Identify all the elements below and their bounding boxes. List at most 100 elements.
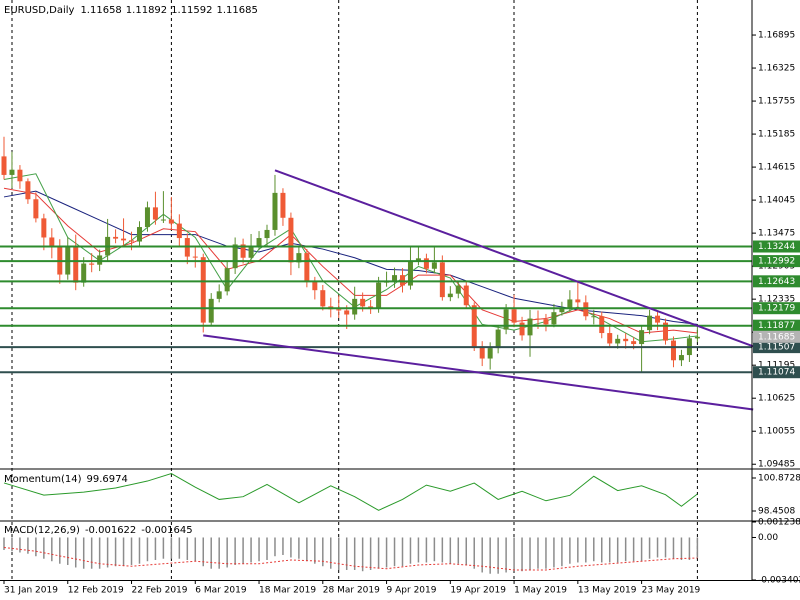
x-tick-label: 19 Apr 2019 xyxy=(450,586,506,596)
y-tick-label: 1.10625 xyxy=(758,394,795,404)
momentum-title: Momentum(14) xyxy=(4,474,82,485)
candle-body xyxy=(25,181,31,200)
last-price-box xyxy=(753,330,800,343)
candle-body xyxy=(392,275,398,281)
main-header: EURUSD,Daily 1.11658 1.11892 1.11592 1.11685 xyxy=(4,5,258,16)
symbol-title: EURUSD,Daily xyxy=(4,5,75,16)
candle-body xyxy=(208,298,214,323)
candle-body xyxy=(216,291,222,299)
x-tick-label: 28 Mar 2019 xyxy=(323,586,380,596)
y-tick-label: 1.13475 xyxy=(758,229,795,239)
level-label: 1.12643 xyxy=(758,277,795,287)
candle-body xyxy=(407,260,413,286)
moving-average xyxy=(3,190,698,325)
candle-body xyxy=(519,322,525,336)
candle-body xyxy=(463,285,469,306)
last-high: 1.11892 xyxy=(126,5,167,16)
y-tick-label: 1.16895 xyxy=(758,31,795,41)
x-tick-label: 13 May 2019 xyxy=(578,586,637,596)
level-label-box xyxy=(753,366,800,379)
x-tick-label: 9 Apr 2019 xyxy=(387,586,437,596)
y-tick-label: 1.15755 xyxy=(758,97,795,107)
candle-body xyxy=(647,315,653,331)
x-tick-label: 1 May 2019 xyxy=(514,586,567,596)
last-close: 1.11685 xyxy=(217,5,258,16)
candle-body xyxy=(551,312,557,325)
y-tick-label: -0.003402 xyxy=(758,576,800,586)
y-tick-label: 1.11195 xyxy=(758,361,795,371)
macd-title: MACD(12,26,9) xyxy=(4,525,80,536)
x-tick-label: 18 Mar 2019 xyxy=(259,586,316,596)
last-low: 1.11592 xyxy=(171,5,212,16)
candle-body xyxy=(113,236,119,239)
candle-body xyxy=(527,318,533,336)
candle-body xyxy=(65,245,71,275)
candle-body xyxy=(296,253,302,263)
candle-body xyxy=(631,341,637,345)
candle-body xyxy=(639,330,645,345)
candle-body xyxy=(423,258,429,269)
period-separators xyxy=(11,0,698,580)
candle-body xyxy=(376,282,382,309)
candle-body xyxy=(360,298,366,307)
candle-body xyxy=(73,245,79,283)
candle-body xyxy=(543,319,549,325)
x-tick-label: 31 Jan 2019 xyxy=(4,586,58,596)
y-tick-label: 1.15185 xyxy=(758,130,795,140)
momentum-header: Momentum(14) 99.6974 xyxy=(4,474,128,485)
candle-body xyxy=(272,192,278,230)
candle-body xyxy=(200,257,206,323)
candle-body xyxy=(97,255,103,265)
candle-body xyxy=(575,299,581,303)
candle-body xyxy=(176,223,182,239)
x-tick-label: 23 May 2019 xyxy=(642,586,701,596)
candle-body xyxy=(583,302,589,317)
candle-body xyxy=(599,316,605,334)
candle-body xyxy=(224,268,230,292)
level-label-box xyxy=(753,255,800,268)
level-label-box xyxy=(753,240,800,253)
candle-body xyxy=(439,262,445,298)
y-tick-label: 1.16325 xyxy=(758,64,795,74)
candle-body xyxy=(240,244,246,258)
y-tick-label: 0.00 xyxy=(758,533,778,543)
candle-body xyxy=(192,256,198,258)
x-tick-label: 22 Feb 2019 xyxy=(132,586,188,596)
candle-body xyxy=(232,244,238,269)
level-label-box xyxy=(753,319,800,332)
macd-header: MACD(12,26,9) -0.001622 -0.001645 xyxy=(4,525,193,536)
momentum-line xyxy=(3,472,698,511)
candle-body xyxy=(447,293,453,298)
candle-body xyxy=(280,192,286,218)
plot-layer xyxy=(0,136,754,574)
level-label-box xyxy=(753,341,800,354)
momentum-last: 99.6974 xyxy=(87,474,128,485)
candle-body xyxy=(623,338,629,342)
candle-body xyxy=(655,315,661,323)
y-tick-label: 98.4508 xyxy=(758,506,795,516)
candle-body xyxy=(535,318,541,320)
candle-body xyxy=(168,219,174,224)
candle-body xyxy=(33,199,39,219)
candle-body xyxy=(415,258,421,261)
level-label: 1.11074 xyxy=(758,368,795,378)
candle-body xyxy=(160,219,166,221)
candle-body xyxy=(591,316,597,318)
y-tick-label: 100.8728 xyxy=(758,474,800,484)
candle-body xyxy=(615,338,621,344)
candle-body xyxy=(487,348,493,359)
y-tick-label: 0.001238 xyxy=(758,518,800,528)
candle-body xyxy=(344,310,350,315)
candle-body xyxy=(256,238,262,246)
candle-body xyxy=(248,245,254,258)
candle-body xyxy=(320,290,326,307)
candle-body xyxy=(495,329,501,349)
candle-body xyxy=(479,346,485,359)
candle-body xyxy=(136,227,142,242)
candle-body xyxy=(567,299,573,309)
last-price-label: 1.11685 xyxy=(758,332,795,342)
candle-body xyxy=(121,238,127,241)
signal-line xyxy=(3,546,698,571)
candle-body xyxy=(9,169,15,175)
